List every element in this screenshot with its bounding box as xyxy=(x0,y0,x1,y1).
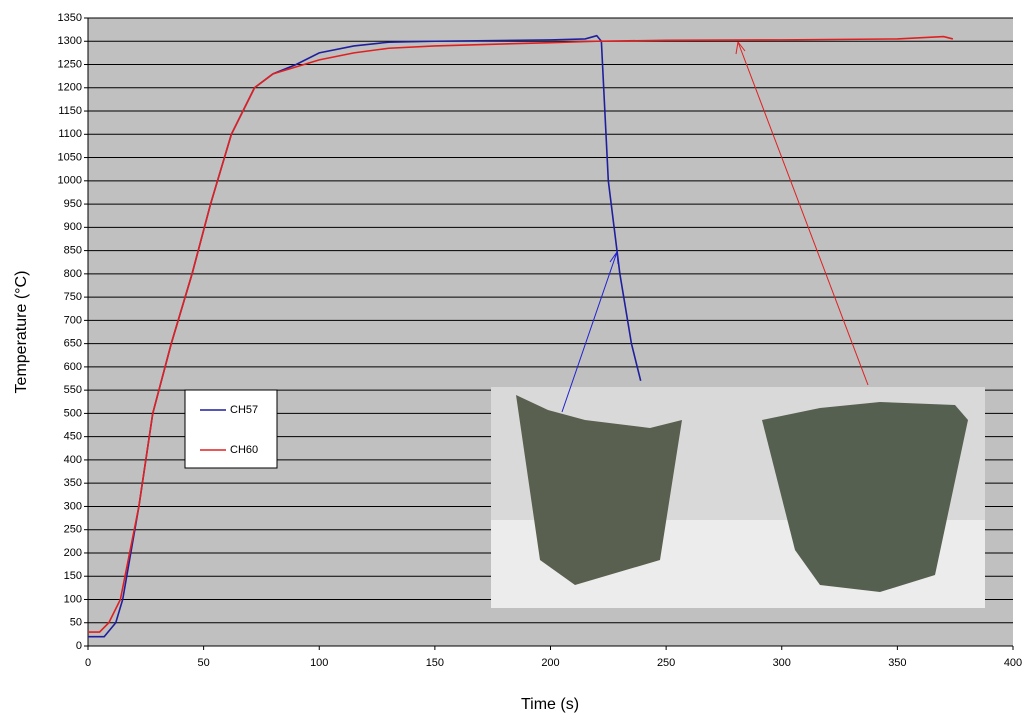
y-tick-label: 1150 xyxy=(58,105,82,117)
x-tick-label: 250 xyxy=(657,657,675,669)
legend xyxy=(184,389,278,469)
x-tick-label: 400 xyxy=(1004,657,1022,669)
series-line xyxy=(88,35,954,633)
arrow xyxy=(737,41,869,386)
y-tick-label: 200 xyxy=(64,547,82,559)
legend-label: CH60 xyxy=(230,444,258,456)
x-tick-label: 200 xyxy=(541,657,559,669)
x-tick-label: 150 xyxy=(426,657,444,669)
y-tick-label: 600 xyxy=(64,361,82,373)
y-tick-label: 750 xyxy=(64,291,82,303)
y-tick-label: 0 xyxy=(76,640,82,652)
x-tick-label: 100 xyxy=(310,657,328,669)
y-tick-label: 1200 xyxy=(58,82,82,94)
y-tick-label: 950 xyxy=(64,198,82,210)
y-tick-label: 100 xyxy=(64,593,82,605)
y-tick-label: 500 xyxy=(64,407,82,419)
x-tick-label: 300 xyxy=(773,657,791,669)
y-tick-label: 900 xyxy=(64,221,82,233)
y-tick-label: 150 xyxy=(64,570,82,582)
y-tick-label: 400 xyxy=(64,454,82,466)
y-tick-label: 1300 xyxy=(58,35,82,47)
y-tick-label: 650 xyxy=(64,338,82,350)
legend-label: CH57 xyxy=(230,404,258,416)
x-tick-label: 350 xyxy=(888,657,906,669)
y-tick-label: 1000 xyxy=(58,175,82,187)
y-tick-label: 1100 xyxy=(58,128,82,140)
y-tick-label: 550 xyxy=(64,384,82,396)
y-tick-label: 700 xyxy=(64,314,82,326)
y-tick-label: 450 xyxy=(64,431,82,443)
y-tick-label: 350 xyxy=(64,477,82,489)
x-tick-label: 50 xyxy=(198,657,210,669)
x-tick-label: 0 xyxy=(85,657,91,669)
y-tick-label: 850 xyxy=(64,244,82,256)
x-axis-title: Time (s) xyxy=(521,696,579,713)
inset-photo xyxy=(491,387,985,608)
y-tick-label: 1350 xyxy=(58,12,82,24)
arrow-head xyxy=(735,41,746,55)
y-tick-label: 250 xyxy=(64,524,82,536)
arrow-head xyxy=(609,251,619,265)
arrow xyxy=(561,251,618,413)
y-tick-label: 1250 xyxy=(58,58,82,70)
y-axis-title: Temperature (°C) xyxy=(13,271,30,394)
y-tick-label: 50 xyxy=(70,617,82,629)
y-tick-label: 800 xyxy=(64,268,82,280)
y-tick-label: 300 xyxy=(64,500,82,512)
y-tick-label: 1050 xyxy=(58,151,82,163)
